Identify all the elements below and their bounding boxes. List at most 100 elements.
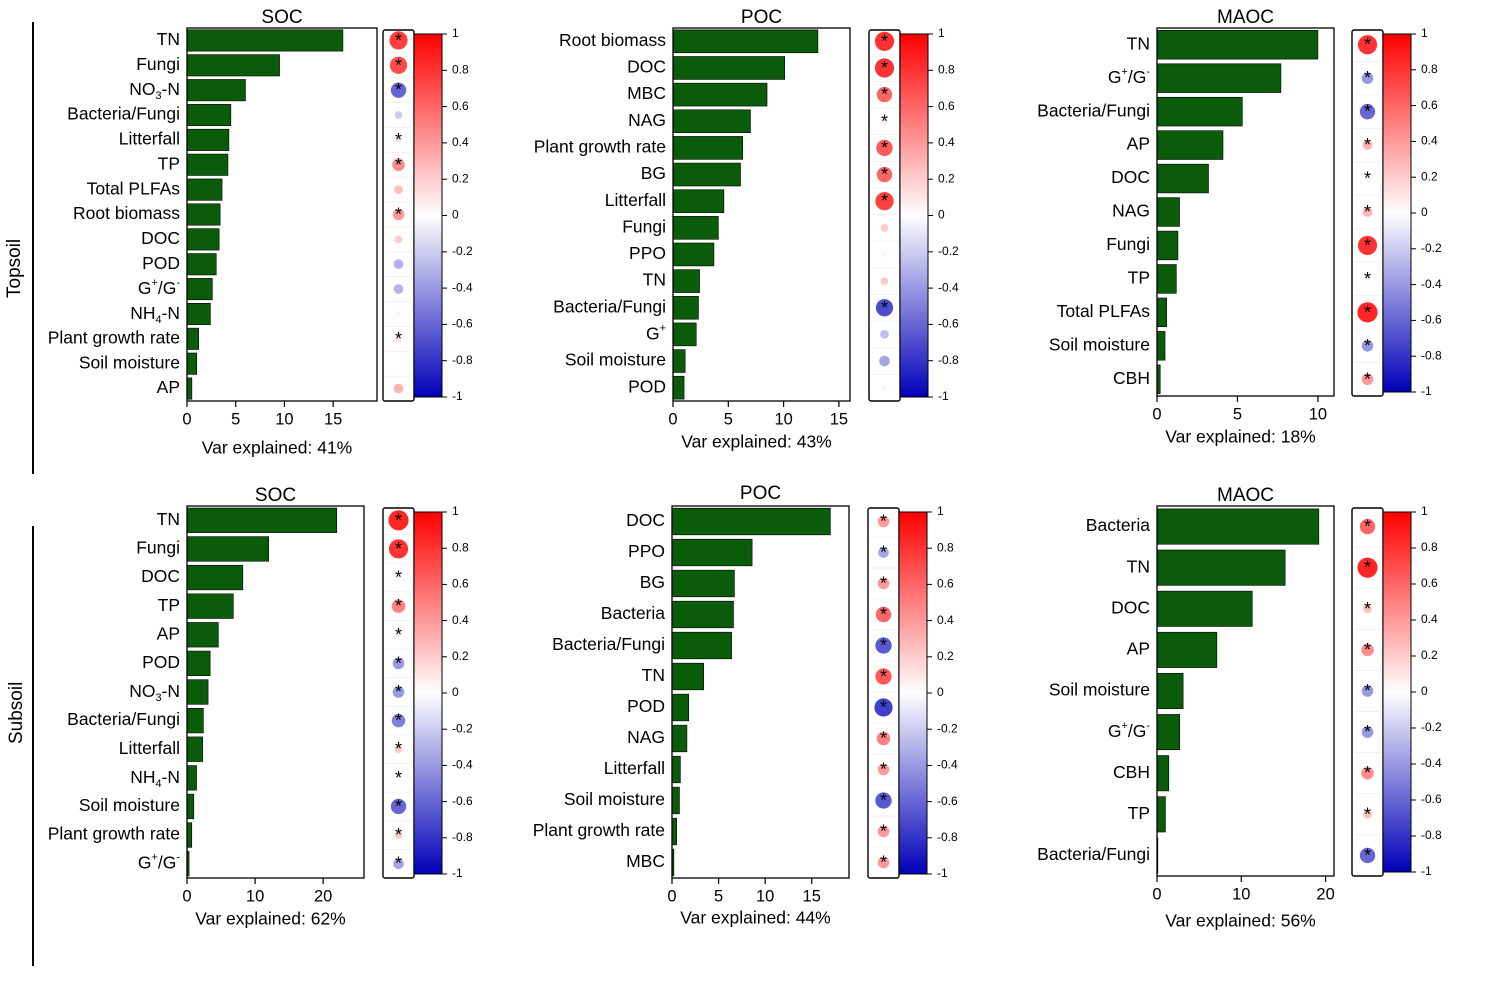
significance-star: * [880, 512, 887, 532]
significance-star: * [881, 191, 888, 211]
colorbar-tick-label: 0.4 [452, 613, 469, 627]
correlation-circle-doc [874, 58, 895, 78]
correlation-circle-soil-moisture [396, 361, 401, 366]
bar-nag [671, 724, 688, 753]
significance-star: * [395, 854, 402, 874]
category-label-bacteria-fungi: Bacteria/Fungi [67, 709, 180, 729]
colorbar-tick-label: 0.6 [1421, 576, 1438, 590]
significance-star: * [395, 155, 402, 175]
category-label-tn: TN [157, 29, 180, 49]
bar-litterfall [186, 736, 203, 762]
colorbar-tick-label: -1 [937, 866, 948, 880]
category-label-bacteria-fungi: Bacteria/Fungi [553, 296, 666, 316]
panel-title: MAOC [1217, 7, 1274, 28]
bar-tp [1156, 264, 1177, 294]
category-label-root-biomass: Root biomass [559, 30, 666, 50]
x-tick-label: 10 [774, 410, 792, 428]
correlation-circle-nh4-n [396, 311, 401, 317]
correlation-circle-litterfall [877, 763, 890, 776]
correlation-circle-bacteria [1359, 518, 1376, 535]
bar-root-biomass [672, 29, 819, 54]
plot-frame [671, 505, 850, 879]
category-label-plant-growth-rate: Plant growth rate [48, 824, 180, 844]
significance-star: * [395, 739, 402, 759]
colorbar-tick-label: -0.8 [1421, 828, 1442, 842]
significance-star: * [1364, 640, 1371, 660]
significance-star: * [395, 768, 402, 788]
bar-nag [1156, 197, 1180, 227]
x-axis-label: Var explained: 56% [1165, 911, 1315, 931]
category-label-total-plfas: Total PLFAs [87, 178, 181, 198]
bar-total-plfas [1156, 297, 1167, 328]
category-label-tn: TN [643, 270, 666, 290]
correlation-circle-root-biomass [392, 208, 405, 221]
x-tick-label: 0 [182, 887, 191, 905]
correlation-circle-bacteria-fungi [875, 299, 894, 317]
correlation-circle-ap [396, 632, 401, 638]
x-tick-label: 0 [667, 887, 676, 905]
category-label-soil-moisture: Soil moisture [564, 789, 665, 809]
significance-star: * [880, 760, 887, 780]
significance-star: * [395, 329, 402, 349]
colorbar-tick-label: -0.8 [938, 353, 959, 367]
bar-pod [186, 650, 211, 676]
bar-bacteria [1156, 508, 1320, 545]
bar-litterfall [186, 128, 230, 151]
significance-star: * [1364, 269, 1371, 289]
colorbar-tick-label: 0.6 [1421, 98, 1438, 112]
x-axis-label: Var explained: 44% [680, 908, 830, 928]
correlation-circle-doc [394, 235, 403, 244]
correlation-circle-tp [392, 158, 405, 172]
significance-star: * [395, 682, 402, 702]
colorbar-tick-label: -0.2 [938, 244, 959, 258]
correlation-circle-total-plfas [394, 185, 403, 195]
significance-star: * [395, 625, 402, 645]
correlation-circle-tn [875, 668, 892, 685]
significance-star: * [1364, 763, 1371, 783]
bar-fungi [186, 54, 280, 77]
significance-star: * [880, 574, 887, 594]
panel-topsoil-poc: POC Root biomass DOC MBC NAG Plant growth rat… [534, 7, 959, 452]
significance-star: * [880, 667, 887, 687]
bar-fungi [186, 536, 269, 562]
bar-doc [672, 56, 786, 80]
significance-star: * [395, 205, 402, 225]
bar-tn [672, 269, 700, 293]
category-label-bacteria-fungi: Bacteria/Fungi [67, 104, 180, 124]
significance-star: * [1364, 369, 1371, 389]
bar-g-g [1156, 63, 1282, 93]
bar-nag [672, 109, 751, 134]
bar-bacteria-fungi [186, 708, 204, 734]
bar-litterfall [671, 755, 681, 784]
category-label-litterfall: Litterfall [605, 190, 666, 210]
category-label-bacteria: Bacteria [1086, 515, 1150, 535]
x-axis-label: Var explained: 41% [202, 438, 352, 458]
category-label-cbh: CBH [1113, 762, 1150, 782]
correlation-circle-tn [880, 277, 889, 286]
colorbar-tick-label: -0.6 [937, 794, 958, 808]
correlation-circle-fungi [1357, 235, 1378, 256]
bar-soil-moisture [1156, 673, 1184, 709]
correlation-circle-pod [874, 698, 893, 717]
colorbar-tick-label: -0.8 [452, 830, 473, 844]
significance-star: * [881, 138, 888, 158]
significance-star: * [1364, 804, 1371, 824]
significance-star: * [395, 80, 402, 100]
colorbar-tick-label: 0.8 [938, 62, 955, 76]
correlation-circle-soil-moisture [879, 355, 890, 367]
correlation-circle-pod [393, 259, 404, 270]
x-tick-label: 10 [756, 887, 774, 905]
bar-bacteria-fungi [1156, 96, 1243, 127]
colorbar-tick-label: 0 [937, 685, 944, 699]
bar-bg [671, 569, 735, 598]
category-label-doc: DOC [1111, 597, 1150, 617]
x-tick-label: 0 [182, 410, 191, 428]
colorbar-tick-label: 0.6 [452, 99, 469, 113]
x-tick-label: 20 [314, 887, 332, 905]
category-label-mbc: MBC [626, 851, 665, 871]
colorbar-tick-label: 0.6 [452, 577, 469, 591]
correlation-circle-pod [882, 385, 887, 391]
category-label-doc: DOC [1111, 167, 1150, 187]
bar-ap [186, 622, 219, 648]
correlation-circle-g-g [1361, 726, 1374, 738]
